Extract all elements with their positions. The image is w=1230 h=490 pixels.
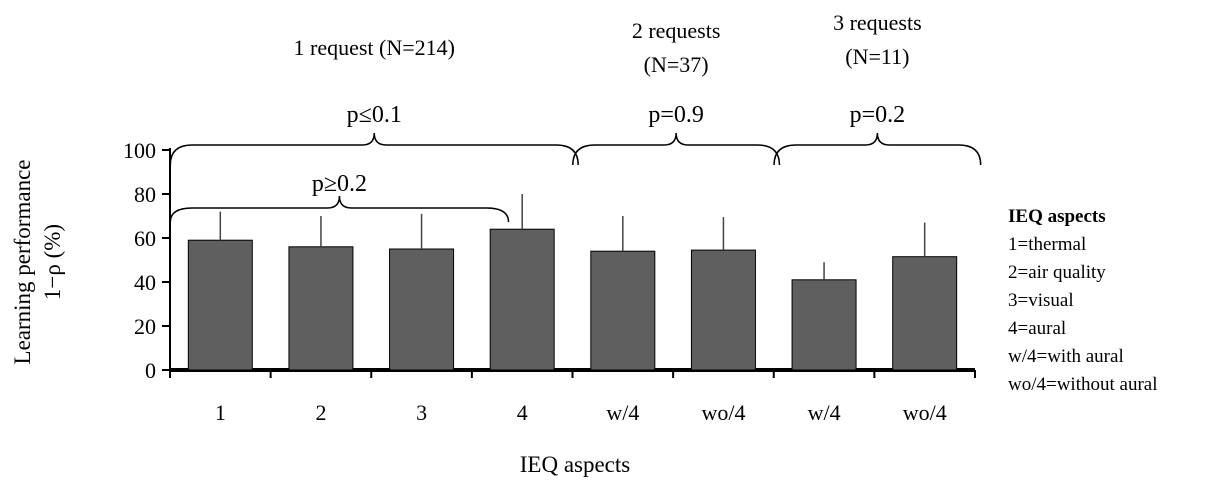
group-bracket [572, 132, 781, 166]
bar [791, 279, 857, 371]
x-tick-label: wo/4 [701, 400, 745, 425]
legend-item: 3=visual [1008, 290, 1074, 311]
y-axis-label-line-1: Learning performance [10, 160, 35, 365]
x-tick-label: wo/4 [903, 400, 947, 425]
x-tick-label: w/4 [606, 400, 639, 425]
legend-item: 1=thermal [1008, 234, 1086, 255]
bar [892, 256, 958, 371]
legend-item: w/4=with aural [1008, 346, 1124, 367]
group-label: (N=11) [845, 44, 909, 69]
p-value-label: p=0.2 [850, 102, 906, 128]
x-tick-label: 2 [315, 400, 326, 425]
p-value-label: p≤0.1 [347, 102, 402, 128]
x-tick-label: 1 [215, 400, 226, 425]
group-label: 1 request (N=214) [294, 35, 455, 60]
group-bracket [169, 132, 579, 166]
group-label: (N=37) [644, 52, 709, 77]
y-tick-label: 40 [134, 270, 156, 295]
p-value-label: p≥0.2 [312, 171, 367, 197]
bar [389, 248, 455, 371]
legend-item: wo/4=without aural [1008, 374, 1158, 395]
y-tick-label: 60 [134, 226, 156, 251]
p-value-label: p=0.9 [648, 102, 704, 128]
y-axis-label-line-2: 1−ρ (%) [40, 224, 65, 300]
legend: IEQ aspects 1=thermal 2=air quality 3=visu… [1008, 206, 1158, 395]
legend-title: IEQ aspects [1008, 206, 1106, 227]
y-axis-label: Learning performance 1−ρ (%) [10, 160, 65, 365]
legend-item: 2=air quality [1008, 262, 1106, 283]
x-axis-label: IEQ aspects [520, 452, 631, 477]
plot-area: 0 20 40 60 80 100 1 2 3 4 w/4 wo/4 w/4 wo/4 p≤0.1 1 req… [123, 10, 982, 425]
bar [590, 250, 656, 371]
group-label: 2 requests [632, 18, 721, 43]
bar [187, 239, 253, 371]
group-label: 3 requests [833, 10, 922, 35]
legend-item: 4=aural [1008, 318, 1066, 339]
y-tick-label: 20 [134, 314, 156, 339]
group-bracket [773, 132, 982, 166]
y-tick-label: 0 [145, 358, 156, 383]
y-tick-label: 100 [123, 138, 156, 163]
x-tick-label: 3 [416, 400, 427, 425]
x-tick-label: w/4 [808, 400, 841, 425]
sub-bracket [169, 195, 510, 223]
x-tick-label: 4 [517, 400, 528, 425]
bar [489, 228, 555, 371]
bar [690, 249, 756, 371]
y-tick-label: 80 [134, 182, 156, 207]
bar [288, 246, 354, 371]
